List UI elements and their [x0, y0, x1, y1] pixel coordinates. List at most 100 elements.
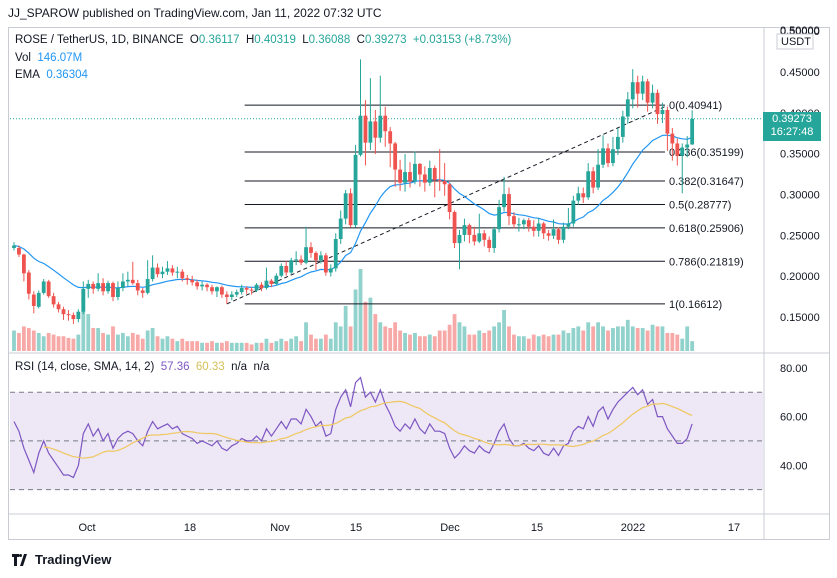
candle-body — [655, 92, 660, 115]
fib-level-label: 0.786(0.21819) — [669, 256, 744, 268]
rsi-ma-line — [43, 400, 693, 459]
candle-body — [294, 259, 299, 261]
volume-bar — [611, 328, 615, 351]
candle — [51, 292, 56, 308]
candle — [576, 186, 581, 205]
candle-body — [611, 149, 615, 164]
volume-bar — [81, 289, 86, 351]
candle — [640, 75, 645, 101]
volume-bar — [22, 326, 26, 351]
candle-body — [512, 216, 516, 225]
volume-bar — [269, 342, 274, 351]
volume-bar — [259, 342, 264, 351]
candle — [348, 188, 353, 228]
volume-bar — [630, 326, 635, 351]
candle — [393, 141, 398, 187]
candle-body — [492, 229, 497, 248]
volume-bar — [244, 342, 249, 351]
volume-bar — [76, 334, 81, 351]
candle — [125, 271, 130, 287]
candle-body — [690, 118, 695, 145]
candle — [645, 78, 650, 112]
candle-body — [86, 283, 91, 289]
candle — [249, 287, 254, 295]
candle — [200, 281, 204, 291]
candle — [17, 245, 21, 257]
volume-bar — [408, 334, 412, 351]
volume-bar — [556, 334, 561, 351]
candle — [665, 106, 670, 151]
volume-bar — [645, 330, 650, 351]
candle — [165, 261, 170, 275]
volume-bar — [368, 297, 373, 351]
candle-body — [279, 265, 284, 276]
volume-bar — [121, 332, 125, 351]
volume-bar — [135, 334, 140, 351]
candle-body — [665, 109, 670, 134]
volume-bar — [130, 332, 135, 351]
volume-bar — [640, 328, 645, 351]
candle — [437, 149, 442, 191]
candle — [289, 257, 294, 275]
close-value: 0.39273 — [364, 34, 407, 46]
volume-bar — [650, 324, 655, 351]
candle — [121, 273, 125, 292]
candle-body — [170, 268, 175, 273]
candle — [551, 219, 556, 240]
candle — [606, 143, 610, 168]
volume-bar — [517, 336, 521, 351]
candle-body — [591, 171, 596, 188]
candle-body — [403, 172, 407, 183]
candle-body — [46, 281, 51, 297]
volume-bar — [36, 332, 41, 351]
last-price: 0.39273 — [772, 113, 812, 125]
candle-body — [215, 287, 219, 292]
candle — [323, 252, 328, 276]
volume-bar — [343, 305, 348, 351]
candle-body — [41, 281, 46, 293]
candle-body — [398, 169, 402, 183]
unit-box — [776, 33, 814, 50]
candle-body — [264, 280, 269, 289]
volume-bar — [551, 334, 556, 351]
volume-bar — [328, 338, 333, 351]
candle-body — [36, 292, 41, 307]
candle-body — [210, 287, 214, 292]
volume-bar — [398, 330, 402, 351]
tradingview-logo[interactable]: TradingView — [12, 552, 111, 567]
volume-bar — [234, 342, 239, 351]
volume-bar — [378, 322, 383, 351]
candle — [185, 274, 190, 285]
volume-bar — [140, 338, 145, 351]
volume-bar — [116, 334, 120, 351]
candle — [388, 127, 393, 168]
candle — [224, 291, 229, 304]
candle-body — [338, 218, 343, 240]
candle-body — [116, 288, 120, 297]
volume-bar — [111, 326, 115, 351]
candle-body — [289, 260, 294, 273]
candle-body — [145, 279, 150, 293]
candle — [210, 284, 214, 295]
candle — [309, 242, 313, 258]
volume-bar — [526, 338, 531, 351]
candle — [616, 127, 620, 155]
candle — [452, 210, 457, 248]
volume-bar — [175, 341, 180, 351]
candle-body — [635, 82, 640, 94]
volume-bar — [358, 269, 363, 351]
candle-body — [640, 81, 645, 94]
volume-bar — [363, 301, 368, 351]
volume-bar — [314, 338, 318, 351]
candle — [150, 255, 155, 282]
fib-level-label: 1(0.16612) — [669, 299, 722, 311]
candle — [422, 166, 427, 192]
countdown: 16:27:48 — [770, 126, 814, 138]
time-tick-label: 15 — [350, 522, 362, 534]
candle — [101, 278, 105, 296]
candle — [368, 78, 373, 150]
candle — [215, 286, 219, 297]
volume-bar — [353, 289, 358, 351]
time-tick-label: Oct — [78, 522, 95, 534]
